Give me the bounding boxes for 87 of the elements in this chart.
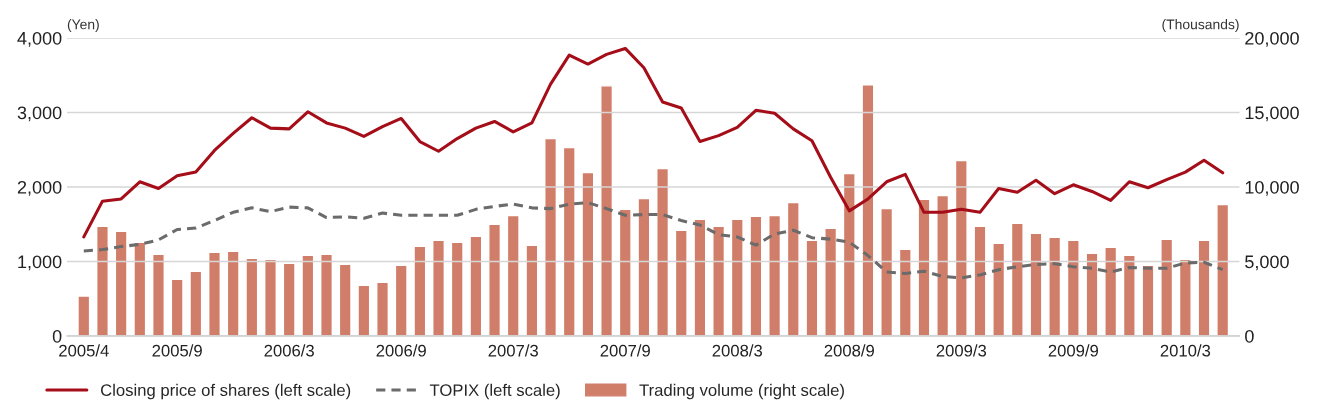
legend-label: TOPIX (left scale) xyxy=(429,383,560,400)
bar xyxy=(488,223,502,336)
x-tick-label: 2007/3 xyxy=(488,344,538,357)
bar xyxy=(1066,239,1080,336)
y2-tick-label: 0 xyxy=(1245,329,1254,343)
bar xyxy=(768,214,782,336)
x-tick-label: 2006/9 xyxy=(376,344,426,357)
y-tick-label: 0 xyxy=(52,329,62,343)
bar xyxy=(152,253,165,336)
bar xyxy=(898,248,912,336)
x-tick-label: 2008/3 xyxy=(712,344,763,357)
y-tick-label: 1,000 xyxy=(18,255,62,271)
bar xyxy=(1178,258,1192,336)
bar xyxy=(301,254,315,336)
bar xyxy=(208,251,221,336)
y-tick-label: 4,000 xyxy=(17,31,62,47)
line-series xyxy=(82,46,1225,239)
line-series xyxy=(82,201,1225,280)
y2-tick-label: 10,000 xyxy=(1245,180,1299,196)
bar xyxy=(805,239,819,336)
y2-tick-label: 15,000 xyxy=(1245,106,1299,122)
bar xyxy=(1048,236,1062,336)
bar xyxy=(581,171,595,336)
bar xyxy=(712,225,726,336)
bar xyxy=(282,262,296,336)
x-tick-label: 2009/9 xyxy=(1048,344,1099,357)
bar xyxy=(320,253,334,336)
bar xyxy=(880,207,894,336)
bar xyxy=(600,85,614,336)
bar xyxy=(749,215,763,336)
bar xyxy=(618,208,632,336)
y2-axis-title: (Thousands) xyxy=(1162,19,1239,33)
x-tick-label: 2007/9 xyxy=(600,344,650,357)
bar xyxy=(95,225,109,336)
x-tick-label: 2009/3 xyxy=(936,344,987,357)
bar xyxy=(376,281,390,336)
bar xyxy=(637,197,651,336)
bar xyxy=(432,239,446,336)
y2-tick-label: 20,000 xyxy=(1245,31,1299,47)
bar xyxy=(338,263,352,336)
bar xyxy=(1122,254,1136,336)
bar xyxy=(226,250,240,336)
bar xyxy=(357,284,371,336)
bar xyxy=(674,229,688,336)
bar xyxy=(413,245,427,336)
bar xyxy=(730,218,744,336)
bar xyxy=(1160,238,1174,336)
bar xyxy=(861,84,875,336)
y-tick-label: 2,000 xyxy=(17,180,62,196)
bar xyxy=(77,295,91,336)
x-tick-label: 2005/4 xyxy=(59,344,109,357)
bar xyxy=(189,270,203,336)
bar xyxy=(544,137,558,336)
bar xyxy=(1216,203,1230,336)
legend-label: Closing price of shares (left scale) xyxy=(101,383,351,400)
bar xyxy=(133,241,147,336)
bar xyxy=(656,167,670,336)
bar xyxy=(824,227,838,336)
bar xyxy=(1104,246,1118,336)
bar xyxy=(264,258,277,336)
bar xyxy=(1010,222,1024,336)
bar xyxy=(1197,239,1211,336)
bar xyxy=(245,257,259,336)
bar xyxy=(394,264,408,336)
bar xyxy=(917,198,931,336)
bar xyxy=(562,146,576,336)
x-tick-label: 2008/9 xyxy=(824,344,874,357)
bar xyxy=(842,172,856,336)
y-axis-title: (Yen) xyxy=(67,19,99,33)
bar xyxy=(936,194,950,336)
bar xyxy=(170,278,184,336)
bar xyxy=(469,235,483,336)
bar xyxy=(786,201,800,336)
bar xyxy=(954,159,968,336)
bar xyxy=(114,230,128,336)
bar xyxy=(992,242,1006,336)
x-tick-label: 2005/9 xyxy=(152,344,202,357)
legend-label: Trading volume (right scale) xyxy=(639,383,844,400)
y-tick-label: 3,000 xyxy=(17,106,62,122)
bar xyxy=(973,225,987,336)
bar xyxy=(450,241,464,336)
bar xyxy=(506,214,520,336)
bar xyxy=(525,244,539,336)
x-tick-label: 2010/3 xyxy=(1160,344,1211,357)
y2-tick-label: 5,000 xyxy=(1245,255,1289,271)
x-tick-label: 2006/3 xyxy=(264,344,314,357)
bar xyxy=(693,218,707,336)
